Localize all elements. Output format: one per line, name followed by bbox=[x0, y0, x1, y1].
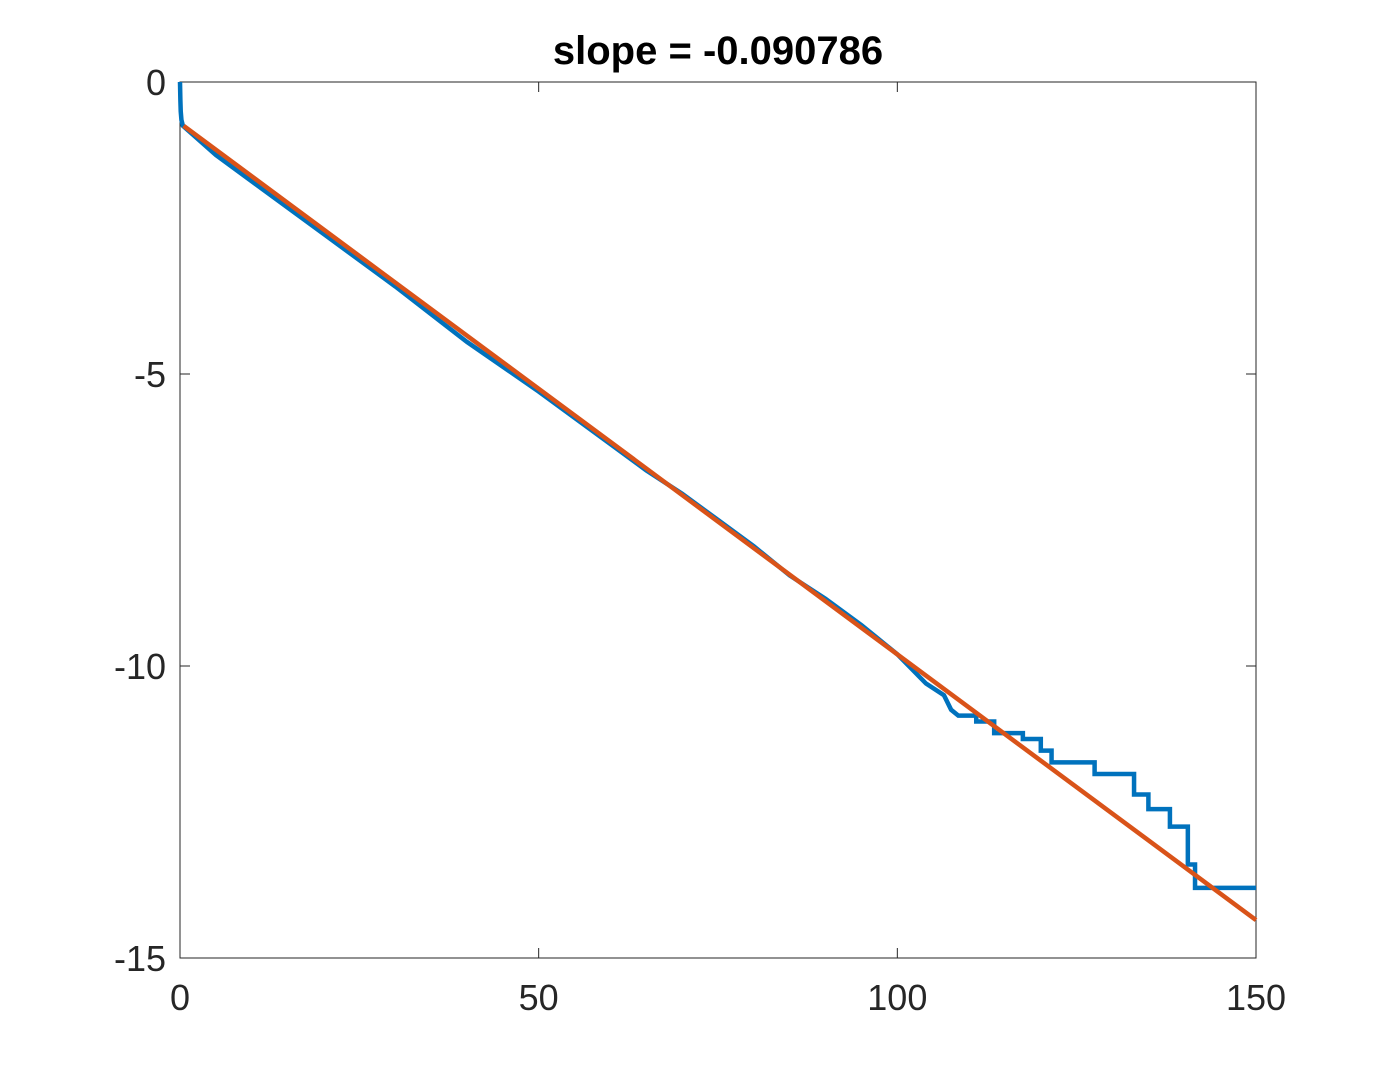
axes-box bbox=[179, 81, 1257, 959]
chart-title: slope = -0.090786 bbox=[553, 29, 883, 73]
x-tick-label: 150 bbox=[1226, 977, 1286, 1018]
x-tick-label: 0 bbox=[170, 977, 190, 1018]
plot-area: 0 50 100 150 0 -5 -10 -15 bbox=[114, 62, 1286, 1018]
x-tick-label: 50 bbox=[519, 977, 559, 1018]
y-tick-label: -10 bbox=[114, 646, 166, 687]
y-tick-label: -15 bbox=[114, 938, 166, 979]
series-line-blue bbox=[177, 81, 1256, 891]
y-tick-label: 0 bbox=[146, 62, 166, 103]
x-tick-label: 100 bbox=[867, 977, 927, 1018]
series-line-orange bbox=[182, 123, 1258, 922]
y-tick-label: -5 bbox=[134, 354, 166, 395]
